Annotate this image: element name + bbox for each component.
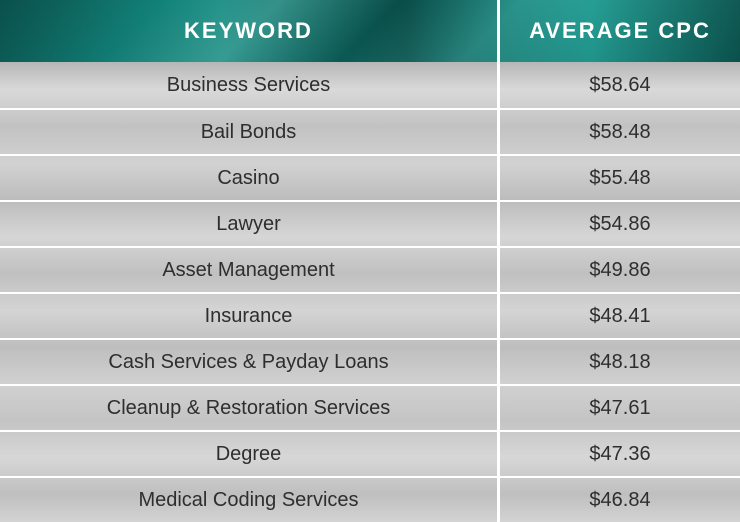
- cell-cpc: $47.36: [500, 432, 740, 476]
- cell-keyword: Degree: [0, 432, 500, 476]
- header-keyword: KEYWORD: [0, 0, 500, 62]
- cell-keyword: Cash Services & Payday Loans: [0, 340, 500, 384]
- table-row: Insurance $48.41: [0, 292, 740, 338]
- cell-keyword: Casino: [0, 156, 500, 200]
- cell-cpc: $58.48: [500, 110, 740, 154]
- cell-keyword: Bail Bonds: [0, 110, 500, 154]
- table-row: Medical Coding Services $46.84: [0, 476, 740, 522]
- cell-cpc: $48.18: [500, 340, 740, 384]
- cpc-table: KEYWORD AVERAGE CPC Business Services $5…: [0, 0, 740, 522]
- cell-cpc: $55.48: [500, 156, 740, 200]
- table-row: Bail Bonds $58.48: [0, 108, 740, 154]
- cell-keyword: Asset Management: [0, 248, 500, 292]
- table-row: Cleanup & Restoration Services $47.61: [0, 384, 740, 430]
- cell-keyword: Cleanup & Restoration Services: [0, 386, 500, 430]
- cell-cpc: $48.41: [500, 294, 740, 338]
- cell-cpc: $49.86: [500, 248, 740, 292]
- cell-cpc: $58.64: [500, 62, 740, 108]
- table-row: Business Services $58.64: [0, 62, 740, 108]
- cell-keyword: Business Services: [0, 62, 500, 108]
- cell-cpc: $54.86: [500, 202, 740, 246]
- cell-keyword: Insurance: [0, 294, 500, 338]
- table-row: Asset Management $49.86: [0, 246, 740, 292]
- cell-cpc: $46.84: [500, 478, 740, 522]
- table-row: Casino $55.48: [0, 154, 740, 200]
- table-header-row: KEYWORD AVERAGE CPC: [0, 0, 740, 62]
- cell-cpc: $47.61: [500, 386, 740, 430]
- table-body: Business Services $58.64 Bail Bonds $58.…: [0, 62, 740, 522]
- table-row: Lawyer $54.86: [0, 200, 740, 246]
- cell-keyword: Medical Coding Services: [0, 478, 500, 522]
- header-average-cpc: AVERAGE CPC: [500, 0, 740, 62]
- cell-keyword: Lawyer: [0, 202, 500, 246]
- table-row: Cash Services & Payday Loans $48.18: [0, 338, 740, 384]
- table-row: Degree $47.36: [0, 430, 740, 476]
